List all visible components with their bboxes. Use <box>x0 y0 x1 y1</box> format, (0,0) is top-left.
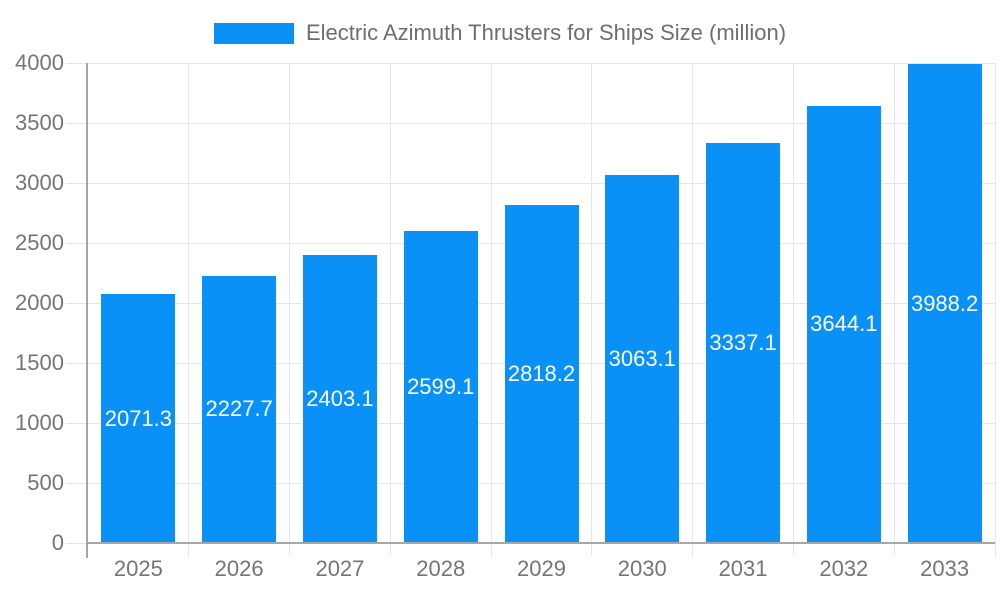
y-axis-tick <box>66 362 86 364</box>
bar-2028[interactable]: 2599.1 <box>403 231 478 543</box>
y-axis-tick-label: 4000 <box>15 50 64 75</box>
legend-title: Electric Azimuth Thrusters for Ships Siz… <box>305 20 787 45</box>
x-gridline <box>692 63 694 556</box>
x-axis-tick-label: 2025 <box>113 556 163 581</box>
x-axis-tick-label: 2028 <box>416 556 466 581</box>
bar-2030[interactable]: 3063.1 <box>605 175 680 543</box>
bar-2032[interactable]: 3644.1 <box>806 105 881 543</box>
y-gridline <box>88 182 995 184</box>
bar-value-label: 2403.1 <box>306 385 374 411</box>
x-axis-tick-label: 2031 <box>718 556 768 581</box>
bar-value-label: 3988.2 <box>910 290 979 316</box>
legend[interactable]: Electric Azimuth Thrusters for Ships Siz… <box>0 20 1000 46</box>
bar-value-label: 2227.7 <box>205 396 273 422</box>
y-axis-tick <box>66 302 86 304</box>
x-axis-tick-label: 2027 <box>315 556 365 581</box>
bar-value-label: 3337.1 <box>709 329 777 355</box>
x-gridline <box>994 63 996 556</box>
y-axis-tick-label: 1000 <box>15 410 64 435</box>
x-axis-tick-label: 2026 <box>214 556 264 581</box>
x-gridline <box>792 63 794 556</box>
y-axis-tick <box>66 242 86 244</box>
y-axis-tick-label: 2500 <box>15 230 64 255</box>
bar-2031[interactable]: 3337.1 <box>706 142 781 543</box>
bar-value-label: 2599.1 <box>407 374 475 400</box>
bar-2025[interactable]: 2071.3 <box>101 294 176 543</box>
y-axis-tick-label: 3000 <box>15 170 64 195</box>
y-axis-tick-label: 3500 <box>15 110 64 135</box>
y-gridline <box>88 122 995 124</box>
y-axis-tick-label: 0 <box>51 530 64 555</box>
y-axis-tick <box>66 182 86 184</box>
legend-swatch-icon <box>213 22 294 44</box>
x-axis-line <box>88 542 995 544</box>
bar-value-label: 2071.3 <box>104 405 173 431</box>
y-axis-tick-label: 500 <box>27 470 64 495</box>
y-axis-tick <box>66 422 86 424</box>
x-gridline <box>591 63 593 556</box>
x-gridline <box>289 63 291 556</box>
x-axis-tick-label: 2032 <box>819 556 869 581</box>
y-axis-tick <box>66 122 86 124</box>
x-gridline <box>188 63 190 556</box>
y-axis-tick <box>66 542 86 544</box>
bar-value-label: 3063.1 <box>608 346 676 372</box>
x-gridline <box>389 63 391 556</box>
bar-2033[interactable]: 3988.2 <box>907 64 982 543</box>
y-axis-tick <box>66 62 86 64</box>
bar-value-label: 3644.1 <box>810 311 878 337</box>
bar-2026[interactable]: 2227.7 <box>202 275 277 543</box>
x-axis-tick-label: 2030 <box>617 556 667 581</box>
bar-value-label: 2818.2 <box>507 360 576 386</box>
plot-area: 2071.3 2227.7 2403.1 2599.1 2818.2 3063.1 3337… <box>86 62 996 558</box>
y-gridline <box>88 62 995 64</box>
x-axis-tick-label: 2033 <box>920 556 970 581</box>
x-gridline <box>490 63 492 556</box>
y-axis-line <box>86 63 88 558</box>
y-axis-tick-label: 1500 <box>15 350 64 375</box>
y-axis-tick-label: 2000 <box>15 290 64 315</box>
x-gridline <box>893 63 895 556</box>
y-axis-tick <box>66 482 86 484</box>
bar-2029[interactable]: 2818.2 <box>504 204 579 543</box>
bar-2027[interactable]: 2403.1 <box>302 254 377 543</box>
x-axis-tick-label: 2029 <box>517 556 566 581</box>
